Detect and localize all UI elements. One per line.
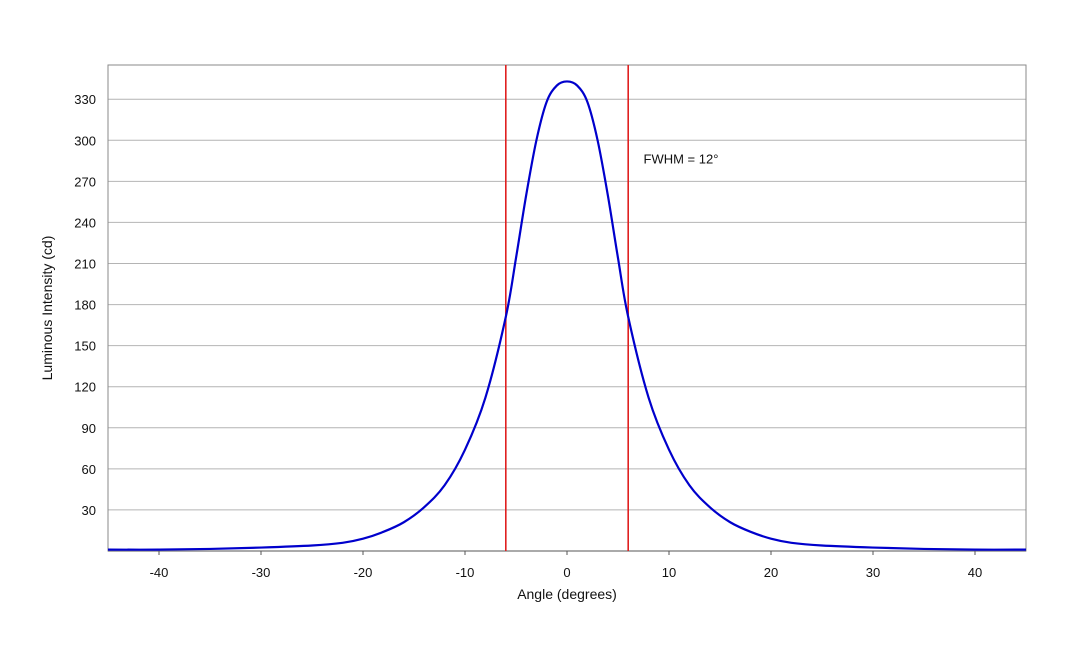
x-tick-label: 30 bbox=[866, 565, 880, 580]
y-axis-ticks: 30 60 90 120 150 180 210 240 270 300 330 bbox=[74, 92, 96, 518]
y-axis-label: Luminous Intensity (cd) bbox=[39, 236, 55, 381]
y-tick-label: 300 bbox=[74, 133, 96, 148]
plot-frame bbox=[107, 64, 1027, 552]
grid-lines bbox=[108, 98, 1026, 552]
x-tick-label: -20 bbox=[354, 565, 373, 580]
x-tick-label: 20 bbox=[764, 565, 778, 580]
x-tick-label: 10 bbox=[662, 565, 676, 580]
y-tick-label: 60 bbox=[82, 462, 96, 477]
reference-lines bbox=[504, 65, 630, 551]
y-tick-label: 210 bbox=[74, 257, 96, 272]
x-tick-label: 0 bbox=[563, 565, 570, 580]
y-tick-label: 30 bbox=[82, 503, 96, 518]
fwhm-annotation: FWHM = 12° bbox=[644, 152, 719, 167]
x-tick-label: -10 bbox=[456, 565, 475, 580]
x-tick-label: -30 bbox=[252, 565, 271, 580]
intensity-series-line bbox=[107, 80, 1027, 551]
x-tick-label: -40 bbox=[150, 565, 169, 580]
x-tick-label: 40 bbox=[968, 565, 982, 580]
y-tick-label: 270 bbox=[74, 174, 96, 189]
y-tick-label: 240 bbox=[74, 215, 96, 230]
y-tick-label: 180 bbox=[74, 298, 96, 313]
series-layer bbox=[107, 80, 1027, 551]
y-tick-label: 150 bbox=[74, 339, 96, 354]
y-tick-label: 90 bbox=[82, 421, 96, 436]
y-tick-label: 120 bbox=[74, 380, 96, 395]
x-axis-label: Angle (degrees) bbox=[517, 586, 617, 602]
y-tick-label: 330 bbox=[74, 92, 96, 107]
x-axis-ticks: -40 -30 -20 -10 0 10 20 30 40 bbox=[150, 551, 982, 580]
annotations: FWHM = 12° bbox=[644, 152, 719, 167]
